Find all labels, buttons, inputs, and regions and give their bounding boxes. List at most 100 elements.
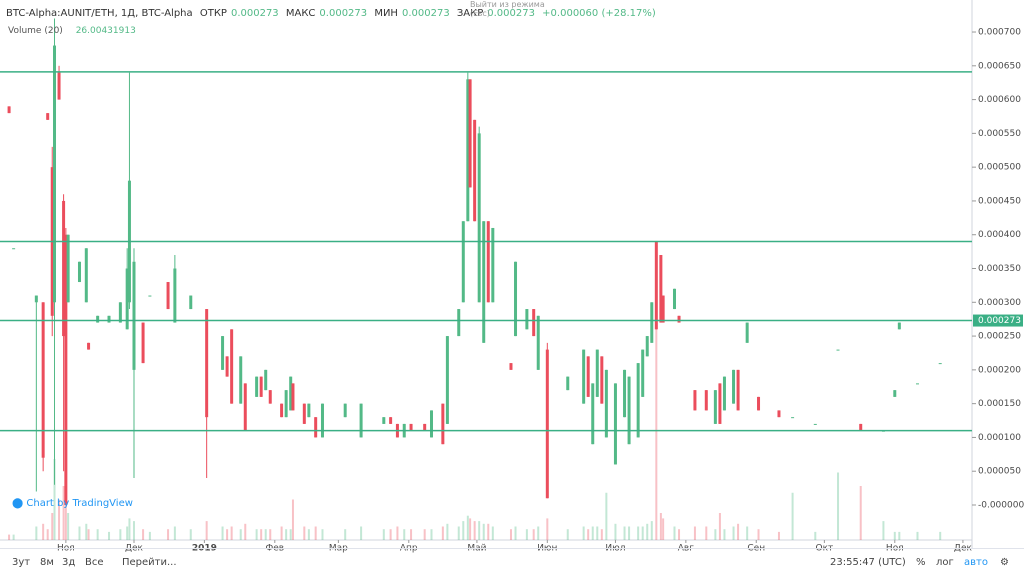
candle-body bbox=[636, 363, 640, 438]
candle-body bbox=[693, 390, 697, 411]
ohlc-value: 0.000273 bbox=[230, 8, 279, 19]
range-button[interactable]: 8м bbox=[40, 557, 54, 568]
y-tick-label: 0.000650 bbox=[978, 61, 1021, 71]
tooltip-line: (Esc) bbox=[470, 9, 490, 18]
candle-body bbox=[225, 356, 229, 377]
volume-legend: Volume (20) 26.00431913 bbox=[8, 26, 136, 36]
range-button[interactable]: 3ут bbox=[12, 557, 31, 568]
volume-bar bbox=[119, 529, 122, 540]
volume-bar bbox=[469, 518, 472, 540]
volume-bar bbox=[462, 521, 465, 540]
change: +0.000060 (+28.17%) bbox=[542, 8, 656, 19]
volume-bar bbox=[244, 523, 247, 540]
candle-body bbox=[477, 133, 481, 303]
volume-bar bbox=[673, 526, 676, 540]
clock: 23:55:47 (UTC) bbox=[830, 557, 906, 568]
candle-body bbox=[613, 383, 617, 465]
percent-button[interactable]: % bbox=[916, 557, 926, 568]
watermark-text[interactable]: Chart by TradingView bbox=[26, 498, 133, 509]
volume-bar bbox=[410, 529, 413, 540]
volume-bar bbox=[108, 531, 111, 540]
volume-bar bbox=[457, 526, 460, 540]
candle-body bbox=[536, 315, 540, 370]
range-button[interactable]: 3д bbox=[62, 557, 76, 568]
candle-body bbox=[514, 261, 518, 337]
candle-body bbox=[382, 417, 386, 424]
volume-bar bbox=[587, 529, 590, 540]
watermark[interactable]: ⬤ Chart by TradingView bbox=[12, 498, 133, 509]
volume-bar bbox=[446, 523, 449, 540]
log-button[interactable]: лог bbox=[936, 557, 954, 568]
volume-bar bbox=[718, 513, 721, 540]
candle-body bbox=[813, 423, 817, 425]
volume-bar bbox=[714, 529, 717, 540]
ohlc-value: 0.000273 bbox=[401, 8, 450, 19]
y-tick-label: 0.000050 bbox=[978, 467, 1021, 477]
candle-body bbox=[259, 376, 263, 397]
candle-body bbox=[645, 336, 649, 357]
volume-bar bbox=[514, 526, 517, 540]
candle-body bbox=[289, 376, 293, 411]
candle-body bbox=[566, 376, 570, 391]
y-tick-label: 0.000600 bbox=[978, 95, 1021, 105]
volume-bar bbox=[582, 526, 585, 540]
volume-bar bbox=[314, 526, 317, 540]
ohlc-value: 0.000273 bbox=[487, 8, 535, 19]
candle-body bbox=[141, 322, 145, 364]
volume-bar bbox=[344, 529, 347, 540]
volume-bar bbox=[898, 531, 901, 540]
candle-body bbox=[457, 309, 461, 337]
volume-bar bbox=[51, 513, 54, 540]
candle-body bbox=[46, 113, 50, 120]
candle-body bbox=[166, 282, 170, 310]
auto-button[interactable]: авто bbox=[964, 557, 988, 568]
candle-body bbox=[595, 349, 599, 397]
volume-bar bbox=[487, 523, 490, 540]
candle-body bbox=[915, 383, 919, 385]
candle-body bbox=[745, 322, 749, 343]
candle-body bbox=[429, 410, 433, 438]
candle-body bbox=[441, 403, 445, 445]
volume-bar bbox=[389, 529, 392, 540]
volume-bar bbox=[205, 521, 208, 540]
volume-bar bbox=[360, 526, 363, 540]
volume-bar bbox=[226, 529, 229, 540]
candle-body bbox=[641, 349, 645, 397]
candle-body bbox=[466, 79, 470, 222]
candle-body bbox=[491, 227, 495, 303]
volume-bar bbox=[264, 529, 267, 540]
candle-body bbox=[205, 309, 209, 418]
volume-bar bbox=[269, 529, 272, 540]
volume-bar bbox=[650, 521, 653, 540]
range-button[interactable]: Все bbox=[85, 557, 104, 568]
candle-body bbox=[96, 315, 100, 323]
volume-bar bbox=[148, 531, 151, 540]
volume-bar bbox=[646, 523, 649, 540]
candle-body bbox=[423, 423, 427, 431]
candle-body bbox=[64, 234, 68, 505]
volume-bar bbox=[882, 521, 885, 540]
candle-body bbox=[264, 369, 268, 391]
volume-bar bbox=[659, 513, 662, 540]
volume-bar bbox=[628, 526, 631, 540]
y-tick-label: 0.000300 bbox=[978, 298, 1021, 308]
goto-button[interactable]: Перейти... bbox=[122, 557, 177, 568]
candle-body bbox=[148, 295, 152, 297]
candle-body bbox=[230, 329, 234, 404]
volume-bar bbox=[537, 526, 540, 540]
candle-body bbox=[87, 342, 91, 350]
volume-bar bbox=[42, 523, 45, 540]
candle-body bbox=[125, 268, 129, 330]
candle-body bbox=[893, 390, 897, 397]
ohlc-label: МАКС bbox=[285, 8, 316, 19]
candle-body bbox=[84, 248, 88, 303]
y-tick-label: 0.000250 bbox=[978, 332, 1021, 342]
candle-body bbox=[302, 403, 306, 424]
candle-body bbox=[623, 369, 627, 418]
volume-bar bbox=[591, 526, 594, 540]
candle-body bbox=[107, 315, 111, 323]
settings-button[interactable]: ⚙ bbox=[1000, 557, 1009, 568]
candle-body bbox=[722, 376, 726, 411]
candle-body bbox=[389, 417, 393, 424]
